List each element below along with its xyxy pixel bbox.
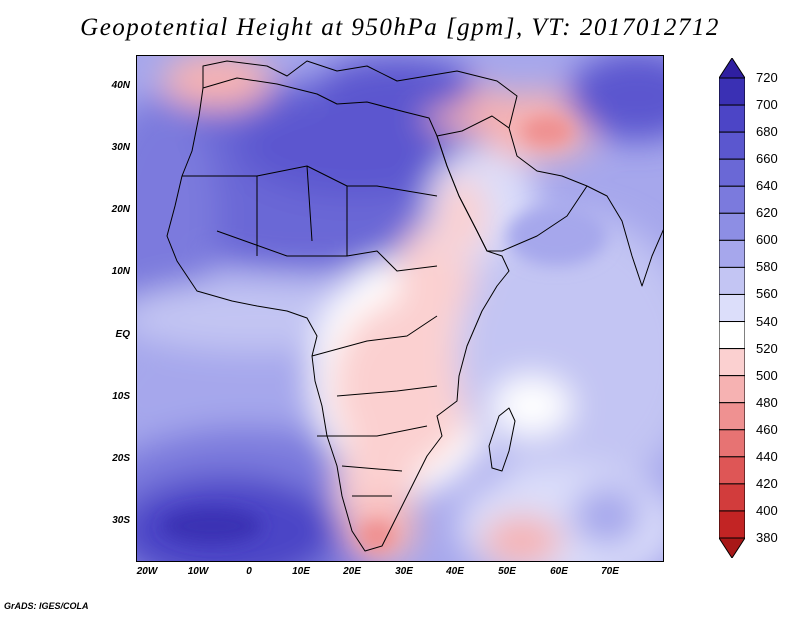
colorbar-label: 440 bbox=[756, 448, 778, 464]
lon-label-20w: 20W bbox=[136, 566, 158, 577]
colorbar-label: 520 bbox=[756, 340, 778, 356]
colorbar-bin bbox=[719, 239, 745, 268]
field-arabian-high bbox=[507, 206, 607, 266]
grads-credit: GrADS: IGES/COLA bbox=[4, 601, 89, 611]
colorbar-bin bbox=[719, 77, 745, 106]
colorbar-label: 380 bbox=[756, 530, 778, 545]
colorbar-label: 620 bbox=[756, 205, 778, 221]
colorbar-bin bbox=[719, 131, 745, 160]
field-south-atlantic-inner bbox=[162, 508, 262, 544]
colorbar bbox=[719, 58, 745, 558]
country-borders-central bbox=[311, 315, 438, 497]
colorbar-label: 700 bbox=[756, 97, 778, 113]
colorbar-bin bbox=[719, 266, 745, 295]
lat-label-40n: 40N bbox=[111, 80, 130, 91]
colorbar-label: 720 bbox=[756, 70, 778, 85]
colorbar-bin bbox=[719, 158, 745, 187]
field-sahara-high bbox=[237, 96, 477, 196]
arabia-coastline bbox=[436, 115, 588, 252]
lon-label-50e: 50E bbox=[498, 566, 516, 577]
colorbar-bin bbox=[719, 483, 745, 512]
field-balkans-high bbox=[317, 56, 477, 116]
chart-title: Geopotential Height at 950hPa [gpm], VT:… bbox=[80, 14, 720, 41]
europe-coastline bbox=[202, 60, 518, 129]
field-iran-core bbox=[522, 116, 572, 146]
field-se-indian-high bbox=[572, 486, 642, 546]
field-asia-high bbox=[567, 56, 663, 141]
lon-label-20e: 20E bbox=[343, 566, 361, 577]
lat-label-eq: EQ bbox=[115, 329, 130, 340]
map-panel bbox=[136, 55, 664, 562]
colorbar-bin bbox=[719, 104, 745, 133]
lon-label-30e: 30E bbox=[395, 566, 413, 577]
lat-label-20n: 20N bbox=[111, 204, 130, 215]
colorbar-label: 480 bbox=[756, 394, 778, 410]
colorbar-label: 560 bbox=[756, 286, 778, 302]
lon-label-60e: 60E bbox=[550, 566, 568, 577]
colorbar-label: 600 bbox=[756, 232, 778, 248]
colorbar-label: 500 bbox=[756, 367, 778, 383]
lon-label-10e: 10E bbox=[292, 566, 310, 577]
colorbar-label: 540 bbox=[756, 313, 778, 329]
lat-label-30s: 30S bbox=[112, 515, 130, 526]
lon-label-0: 0 bbox=[246, 566, 252, 577]
field-madagascar-east bbox=[492, 376, 572, 436]
colorbar-label: 640 bbox=[756, 178, 778, 194]
field-south-tip-core bbox=[359, 521, 395, 551]
colorbar-bin bbox=[719, 402, 745, 431]
colorbar-bin bbox=[719, 212, 745, 241]
country-borders-north bbox=[182, 165, 438, 272]
geopotential-height-map bbox=[137, 56, 663, 561]
field-red-sea-warm bbox=[437, 176, 487, 256]
colorbar-bin bbox=[719, 185, 745, 214]
india-coastline bbox=[586, 185, 663, 287]
colorbar-label: 420 bbox=[756, 475, 778, 491]
colorbar-bin bbox=[719, 321, 745, 350]
madagascar-coastline bbox=[488, 407, 516, 472]
colorbar-bin bbox=[719, 293, 745, 323]
colorbar-label: 660 bbox=[756, 151, 778, 167]
colorbar-bin bbox=[719, 510, 745, 539]
colorbar-bottom-arrow bbox=[719, 537, 745, 558]
colorbar-label: 460 bbox=[756, 421, 778, 437]
colorbar-label: 580 bbox=[756, 259, 778, 275]
africa-coastline bbox=[166, 77, 510, 552]
colorbar-label: 680 bbox=[756, 124, 778, 140]
lat-label-10n: 10N bbox=[111, 266, 130, 277]
field-se-indian-low bbox=[482, 516, 562, 561]
lat-label-20s: 20S bbox=[112, 453, 130, 464]
lat-label-30n: 30N bbox=[111, 142, 130, 153]
colorbar-bin bbox=[719, 429, 745, 458]
colorbar-top-arrow bbox=[719, 58, 745, 79]
colorbar-bin bbox=[719, 375, 745, 404]
field-iberia-low bbox=[162, 56, 272, 109]
colorbar-label: 400 bbox=[756, 502, 778, 518]
field-atlantic-west bbox=[137, 96, 217, 336]
lat-label-10s: 10S bbox=[112, 391, 130, 402]
lon-label-10w: 10W bbox=[187, 566, 209, 577]
colorbar-bin bbox=[719, 456, 745, 485]
lon-label-40e: 40E bbox=[446, 566, 464, 577]
colorbar-bin bbox=[719, 348, 745, 377]
lon-label-70e: 70E bbox=[601, 566, 619, 577]
